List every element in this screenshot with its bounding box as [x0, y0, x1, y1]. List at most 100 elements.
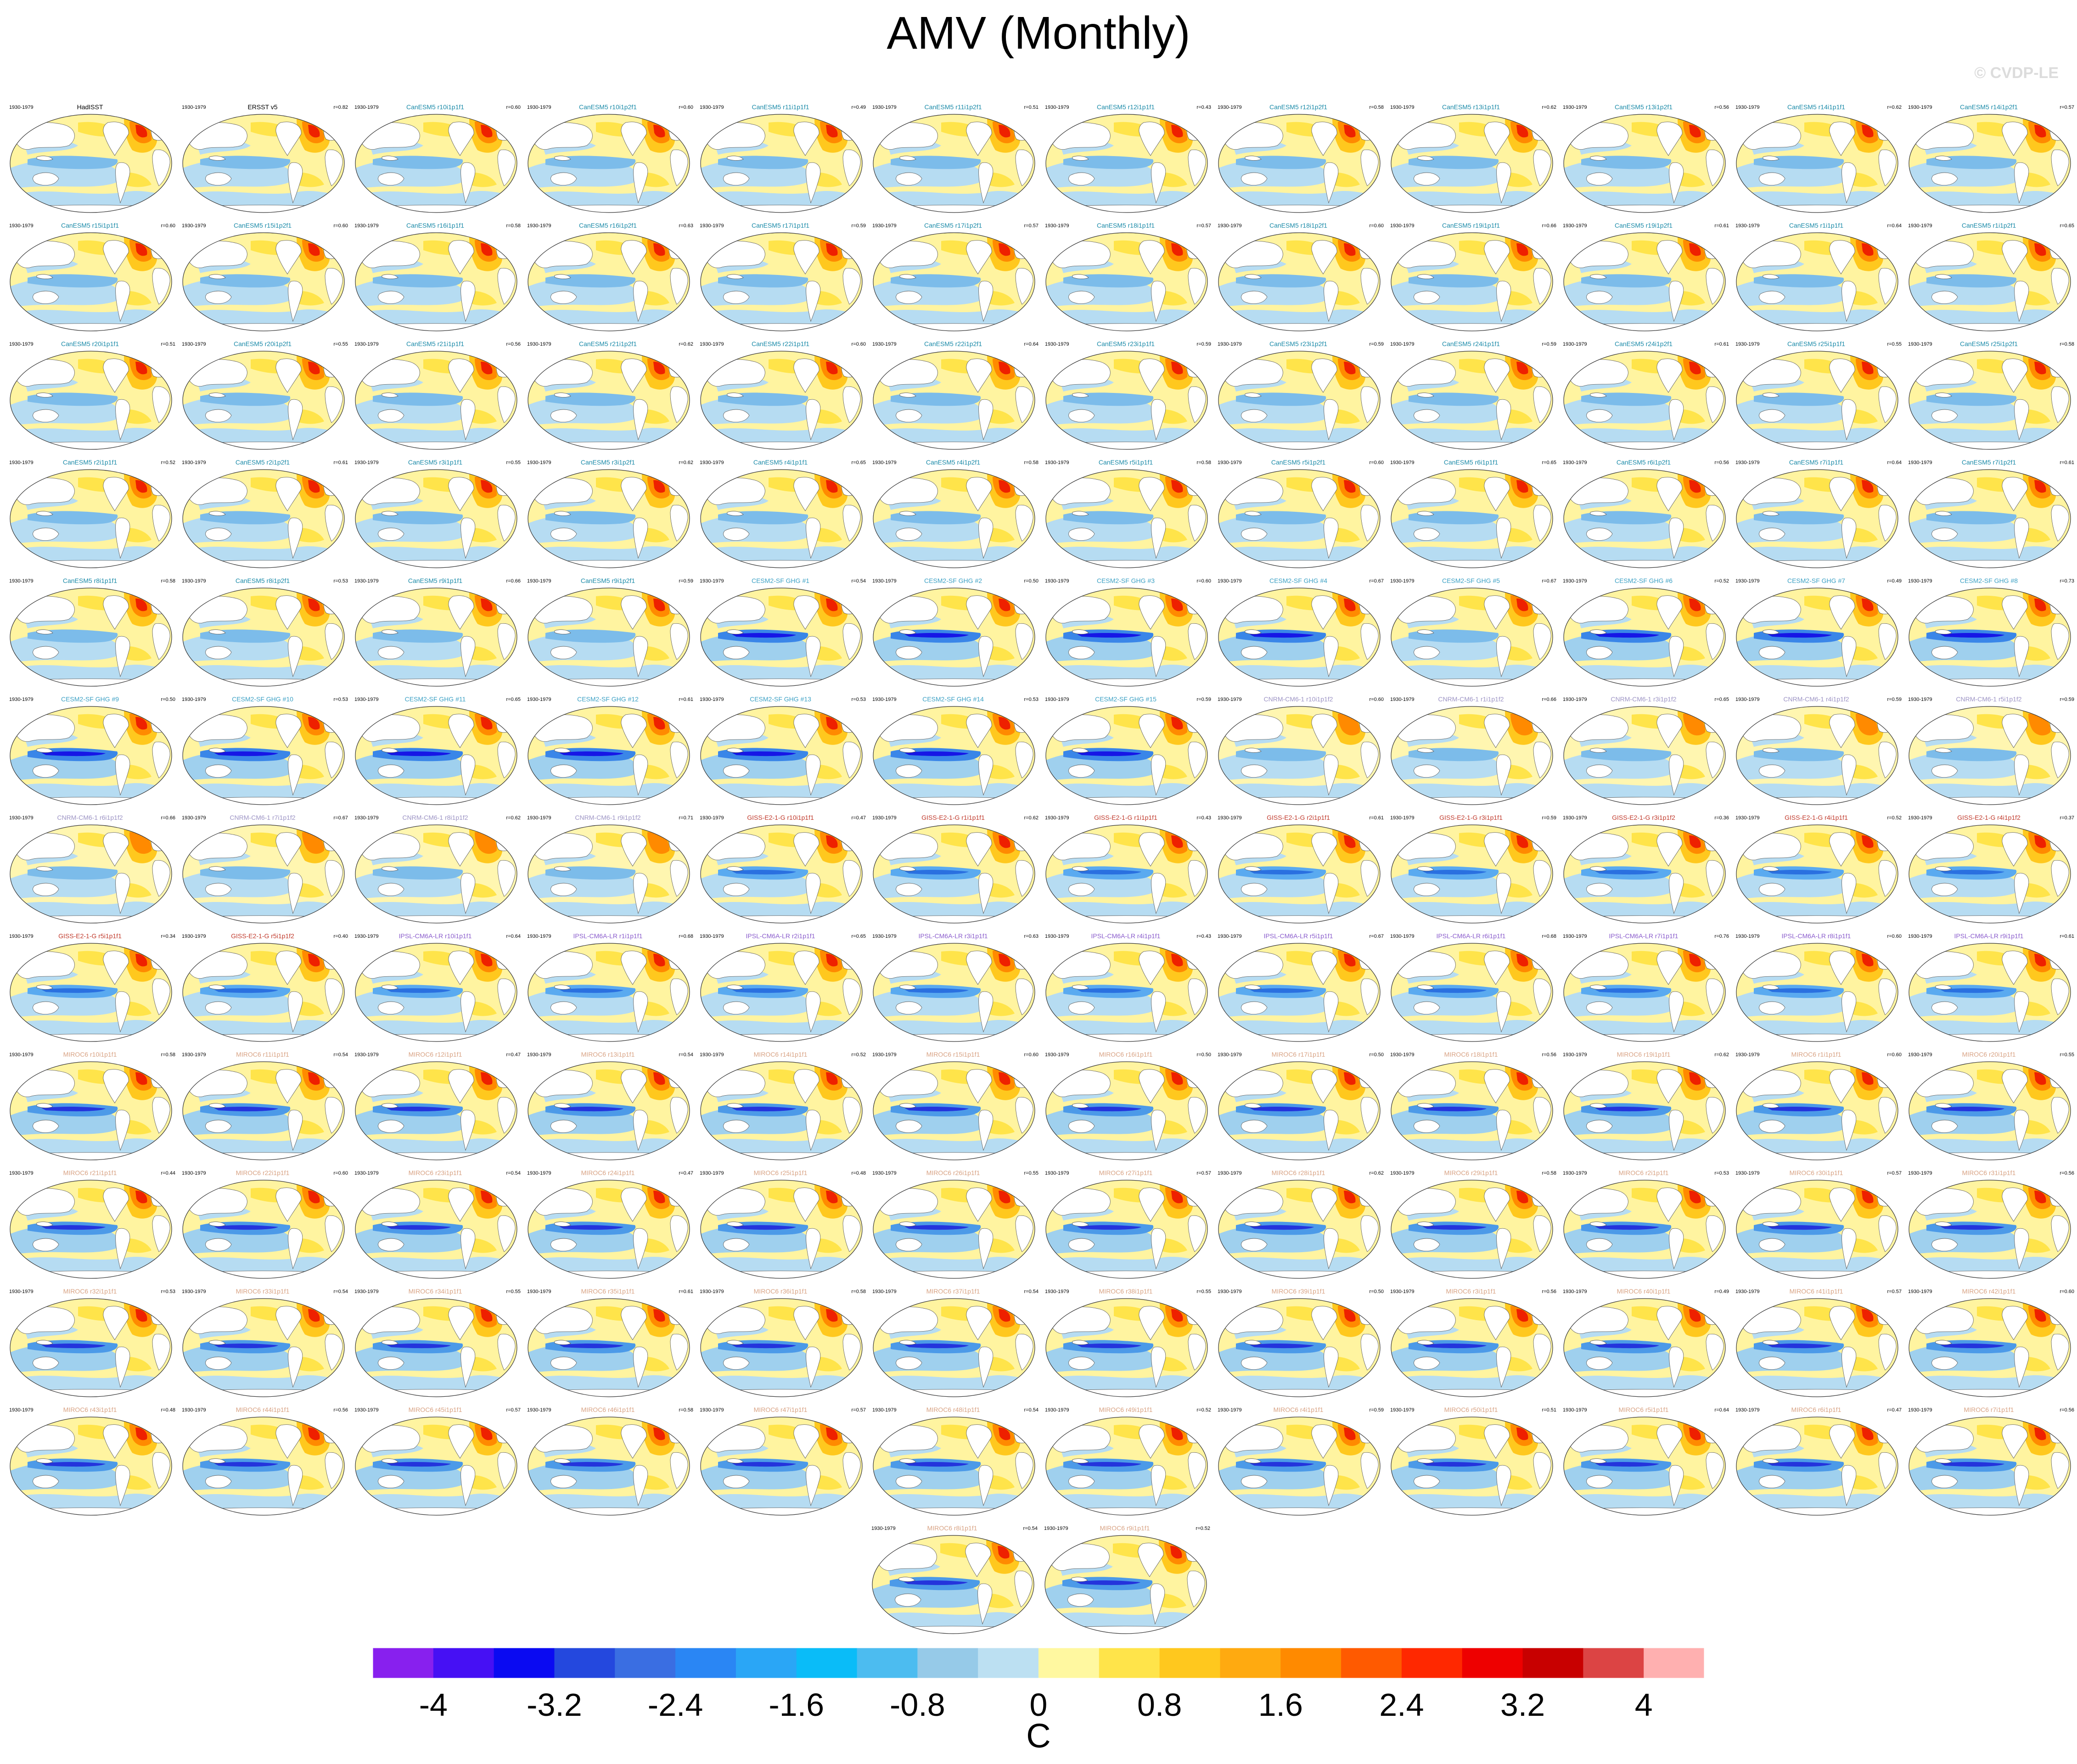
- africa-landmass: [1706, 504, 1724, 542]
- map-panel: 1930-1979 MIROC6 r5i1p1f1 r=0.64: [1557, 1406, 1730, 1518]
- sst-anomaly-map: [182, 351, 345, 450]
- panel-run-label: MIROC6 r4i1p1f1: [1273, 1406, 1324, 1413]
- north-atlantic-peak: [135, 361, 147, 375]
- sst-anomaly-map: [355, 1298, 517, 1397]
- map-boundary: [10, 588, 172, 687]
- panel-pattern-correlation: r=0.60: [1024, 1052, 1039, 1058]
- south-america-landmass: [460, 636, 476, 678]
- map-field: [1046, 470, 1207, 568]
- panel-run-label: CNRM-CM6-1 r8i1p1f2: [402, 814, 468, 821]
- colorbar-unit-label: C: [1026, 1717, 1051, 1755]
- map-field: [1218, 1180, 1380, 1278]
- north-atlantic-peak: [1171, 717, 1183, 730]
- map-field: [10, 1417, 172, 1515]
- greenland-landmass: [1513, 943, 1527, 952]
- map-boundary: [1218, 114, 1381, 213]
- panel-pattern-correlation: r=0.65: [1714, 697, 1729, 702]
- map-boundary: [1045, 351, 1208, 450]
- map-panel: 1930-1979 GISS-E2-1-G r1i1p1f1 r=0.43: [1039, 814, 1212, 926]
- panel-run-label: CanESM5 r17i1p1f1: [751, 222, 810, 229]
- north-america-landmass: [275, 358, 302, 393]
- sst-anomaly-map: [1909, 1298, 2071, 1397]
- south-america-landmass: [806, 162, 821, 204]
- africa-landmass: [1015, 504, 1033, 542]
- map-panel: 1930-1979 IPSL-CM6A-LR r4i1p1f1 r=0.43: [1039, 932, 1212, 1045]
- panel-run-label: IPSL-CM6A-LR r3i1p1f1: [918, 932, 988, 940]
- south-america-landmass: [1496, 280, 1511, 322]
- africa-landmass: [1706, 741, 1724, 778]
- antarctica-landmass: [355, 560, 517, 568]
- africa-landmass: [497, 860, 516, 897]
- greenland-landmass: [822, 1062, 837, 1070]
- greenland-landmass: [304, 943, 319, 952]
- greenland-landmass: [477, 470, 492, 478]
- antarctica-landmass: [355, 1034, 517, 1042]
- map-field: [1218, 233, 1380, 331]
- panel-run-label: MIROC6 r42i1p1f1: [1962, 1288, 2016, 1295]
- map-panel: 1930-1979 GISS-E2-1-G r3i1p1f2 r=0.36: [1557, 814, 1730, 926]
- sst-anomaly-map: [528, 588, 690, 687]
- africa-landmass: [2051, 386, 2069, 423]
- south-america-landmass: [633, 754, 648, 796]
- panel-pattern-correlation: r=0.48: [161, 1407, 176, 1413]
- north-america-landmass: [1139, 240, 1165, 274]
- antarctica-landmass: [1736, 560, 1898, 568]
- sst-anomaly-map: [1218, 351, 1381, 450]
- panel-period: 1930-1979: [9, 105, 34, 110]
- equatorial-core: [387, 751, 451, 756]
- north-america-landmass: [1656, 714, 1683, 748]
- map-field: [183, 233, 344, 331]
- antarctica-landmass: [1046, 323, 1207, 331]
- antarctica-landmass: [355, 1389, 517, 1397]
- north-america-landmass: [2002, 714, 2028, 748]
- asia-landmass: [1393, 477, 1456, 505]
- panel-run-label: HadISST: [77, 103, 103, 111]
- panel-pattern-correlation: r=0.60: [679, 105, 694, 110]
- greenland-landmass: [132, 1180, 146, 1189]
- north-atlantic-peak: [1862, 243, 1874, 256]
- south-america-landmass: [1324, 280, 1339, 322]
- panel-run-label: IPSL-CM6A-LR r4i1p1f1: [1091, 932, 1161, 940]
- map-panel: 1930-1979 HadISST: [4, 103, 176, 216]
- asia-landmass: [358, 951, 420, 979]
- sst-anomaly-map: [355, 469, 517, 568]
- asia-landmass: [703, 477, 765, 505]
- panel-run-label: CESM2-SF GHG #6: [1614, 577, 1673, 584]
- sst-anomaly-map: [1218, 232, 1381, 331]
- australia-landmass: [33, 646, 59, 659]
- antarctica-landmass: [1736, 205, 1898, 213]
- panel-period: 1930-1979: [700, 578, 724, 584]
- greenland-landmass: [1513, 1417, 1527, 1426]
- panel-pattern-correlation: r=0.61: [1714, 342, 1729, 347]
- panel-pattern-correlation: r=0.59: [1887, 697, 1902, 702]
- maritime-continent-landmass: [1590, 392, 1607, 398]
- map-panel: 1930-1979 MIROC6 r45i1p1f1 r=0.57: [349, 1406, 522, 1518]
- map-panel: 1930-1979 MIROC6 r39i1p1f1 r=0.50: [1212, 1288, 1385, 1400]
- map-panel: 1930-1979 CanESM5 r1i1p1f1 r=0.64: [1730, 222, 1903, 334]
- map-field: [701, 825, 862, 923]
- map-field: [528, 706, 690, 805]
- map-panel: 1930-1979 MIROC6 r30i1p1f1 r=0.57: [1730, 1169, 1903, 1282]
- north-america-landmass: [621, 714, 647, 748]
- panel-run-label: CanESM5 r19i1p1f1: [1442, 222, 1500, 229]
- north-america-landmass: [1139, 122, 1165, 156]
- sst-anomaly-map: [1218, 1298, 1381, 1397]
- map-panel: 1930-1979 CanESM5 r23i1p1f1 r=0.59: [1039, 340, 1212, 453]
- panel-pattern-correlation: r=0.68: [1542, 934, 1557, 939]
- panel-period: 1930-1979: [354, 697, 379, 702]
- panel-run-label: CanESM5 r14i1p1f1: [1787, 103, 1846, 111]
- australia-landmass: [1931, 409, 1958, 422]
- sst-anomaly-map: [10, 943, 172, 1042]
- map-panel: 1930-1979 CanESM5 r7i1p1f1 r=0.64: [1730, 459, 1903, 571]
- maritime-continent-landmass: [727, 156, 744, 161]
- sst-anomaly-map: [1563, 1061, 1726, 1160]
- south-america-landmass: [978, 636, 994, 678]
- map-panel: 1930-1979 CESM2-SF GHG #10 r=0.53: [176, 695, 349, 808]
- greenland-landmass: [2031, 114, 2045, 123]
- asia-landmass: [1566, 241, 1628, 268]
- panel-pattern-correlation: r=0.67: [333, 815, 348, 821]
- africa-landmass: [325, 741, 343, 778]
- antarctica-landmass: [1218, 442, 1380, 449]
- asia-landmass: [358, 833, 420, 860]
- north-america-landmass: [966, 122, 992, 156]
